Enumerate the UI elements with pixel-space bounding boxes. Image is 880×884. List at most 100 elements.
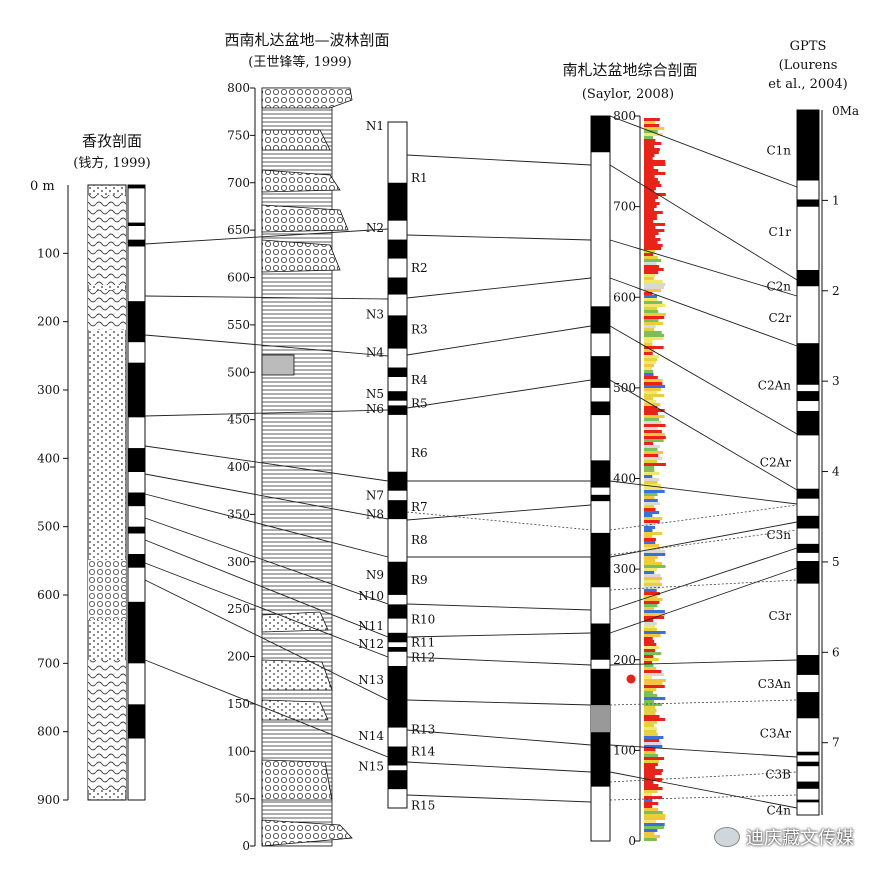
composite-log-bar — [644, 229, 665, 232]
composite-log-bar — [644, 832, 655, 835]
polarity-label-n3: N3 — [366, 307, 384, 321]
gpts-axis-tick-label: 1 — [832, 193, 840, 207]
composite-log-bar — [644, 178, 658, 181]
polarity-label-r3: R3 — [411, 323, 428, 337]
composite-log-bar — [644, 121, 656, 124]
composite-log-bar — [644, 532, 663, 535]
composite-log-bar — [644, 373, 654, 376]
composite-log-bar — [644, 805, 653, 808]
composite-log-bar — [644, 220, 654, 223]
bolin-axis-tick-label: 150 — [227, 697, 250, 711]
composite-log-bar — [644, 820, 657, 823]
composite-log-bar — [644, 145, 655, 148]
composite-log-bar — [644, 388, 661, 391]
composite-log-bar — [644, 223, 665, 226]
composite-log-bar — [644, 751, 656, 754]
composite-log-bar — [644, 235, 656, 238]
composite-log-bar — [644, 472, 660, 475]
bolin-normal-interval — [388, 561, 407, 595]
bolin-normal-interval — [388, 604, 407, 619]
composite-log-bar — [644, 619, 654, 622]
composite-log-bar — [644, 499, 658, 502]
composite-log-bar — [644, 664, 654, 667]
composite-log-bar — [644, 577, 662, 580]
gpts-chron-labels: C1n C1r C2n C2r C2An C2Ar C3n C3r C3An C3Ar C3B C4n — [758, 144, 791, 818]
composite-log-bar — [644, 643, 657, 646]
composite-log-bar — [644, 739, 660, 742]
composite-log-bar — [644, 319, 659, 322]
composite-log-bar — [644, 139, 656, 142]
xiangzi-normal-interval — [128, 554, 145, 568]
bolin-normal-interval — [388, 182, 407, 221]
bolin-axis-tick-label: 300 — [227, 555, 250, 569]
xiangzi-normal-interval — [128, 601, 145, 664]
composite-log-bar — [644, 322, 664, 325]
composite-log-bar — [644, 592, 660, 595]
composite-log-bar — [644, 550, 666, 553]
composite-log-bar — [644, 622, 657, 625]
zanda-axis-tick-label: 500 — [613, 381, 636, 395]
composite-log-bar — [644, 661, 653, 664]
composite-log-bar — [644, 352, 653, 355]
bolin-axis-tick-label: 250 — [227, 602, 250, 616]
xiangzi-normal-interval — [128, 362, 145, 418]
xiangzi-normal-interval — [128, 239, 145, 247]
polarity-label-r15: R15 — [411, 798, 435, 812]
polarity-label-n10: N10 — [358, 589, 384, 603]
composite-log-bar — [644, 799, 653, 802]
composite-log-bar — [644, 364, 654, 367]
composite-log-bar — [644, 310, 659, 313]
xiangzi-normal-interval — [128, 704, 145, 739]
polarity-label-r13: R13 — [411, 722, 435, 736]
chron-label-c4n: C4n — [766, 803, 791, 817]
composite-log-bar — [644, 160, 666, 163]
composite-log-bar — [644, 685, 665, 688]
gpts-title: GPTS — [790, 39, 827, 54]
composite-log-bar — [644, 814, 666, 817]
composite-log-bar — [644, 541, 656, 544]
polarity-label-r9: R9 — [411, 573, 428, 587]
polarity-label-r14: R14 — [411, 744, 436, 758]
composite-log-bar — [644, 286, 665, 289]
chron-label-c2n: C2n — [766, 279, 791, 293]
bolin-polarity-column — [387, 121, 408, 809]
composite-log-bar — [644, 823, 665, 826]
zanda-citation: (Saylor, 2008) — [582, 87, 674, 102]
composite-log-bar — [644, 181, 660, 184]
composite-log-bar — [644, 802, 659, 805]
composite-log-bar — [644, 784, 659, 787]
composite-log-bar — [644, 412, 658, 415]
composite-log-bar — [644, 748, 656, 751]
bolin-normal-interval — [388, 471, 407, 491]
composite-log-bar — [644, 430, 662, 433]
composite-log-bar — [644, 298, 658, 301]
polarity-label-n13: N13 — [358, 673, 384, 687]
composite-log-bar — [644, 379, 663, 382]
composite-log-bar — [644, 613, 665, 616]
bolin-axis-tick-label: 450 — [227, 413, 250, 427]
polarity-label-n12: N12 — [358, 637, 384, 651]
composite-log-bar — [644, 742, 662, 745]
composite-log-bar — [644, 157, 653, 160]
bolin-axis-tick-label: 350 — [227, 507, 250, 521]
composite-log-bar — [644, 460, 658, 463]
composite-log-bar — [644, 637, 653, 640]
composite-log-bar — [644, 610, 665, 613]
zanda-axis-tick-label: 0 — [628, 834, 636, 848]
composite-log-bar — [644, 301, 663, 304]
composite-log-bar — [644, 118, 660, 121]
xiangzi-normal-interval — [128, 222, 145, 226]
header-zanda: 南札达盆地综合剖面 (Saylor, 2008) — [562, 61, 697, 102]
composite-log-bar — [644, 265, 659, 268]
bolin-axis-tick-label: 600 — [227, 271, 250, 285]
gpts-axis-tick-label: 4 — [832, 465, 840, 479]
composite-log-bar — [644, 421, 662, 424]
xiangzi-axis-unit: 0 m — [30, 179, 55, 194]
composite-log-bar — [644, 682, 663, 685]
xiangzi-axis-tick-label: 600 — [37, 588, 60, 602]
gpts-normal-interval — [797, 692, 819, 719]
composite-log-bar — [644, 733, 658, 736]
zanda-composite-log — [644, 118, 666, 841]
composite-log-bar — [644, 451, 663, 454]
